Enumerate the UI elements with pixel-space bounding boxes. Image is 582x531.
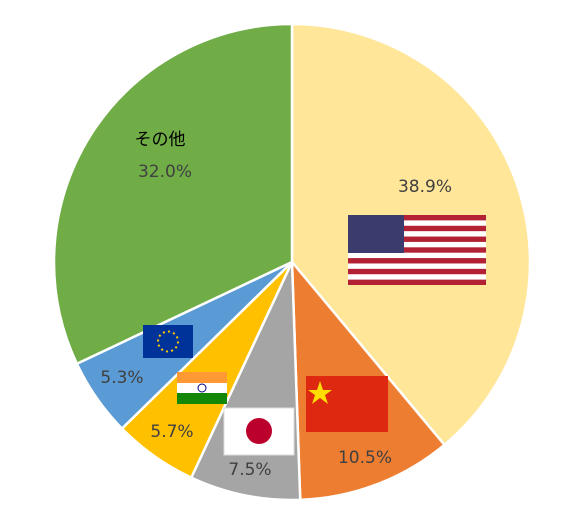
value-label: 7.5% xyxy=(228,460,271,480)
flag-eu xyxy=(143,325,193,358)
flag-china xyxy=(306,376,388,432)
flag-us xyxy=(348,215,486,285)
value-label: 10.5% xyxy=(338,448,392,468)
value-label: 32.0% xyxy=(138,162,192,182)
category-label: その他 xyxy=(135,130,186,150)
value-label: 38.9% xyxy=(398,177,452,197)
slices xyxy=(52,22,532,502)
value-label: 5.3% xyxy=(100,368,143,388)
flag-japan xyxy=(223,407,295,456)
pie-slice xyxy=(52,22,294,366)
flag-india xyxy=(177,372,227,404)
value-label: 5.7% xyxy=(150,422,193,442)
